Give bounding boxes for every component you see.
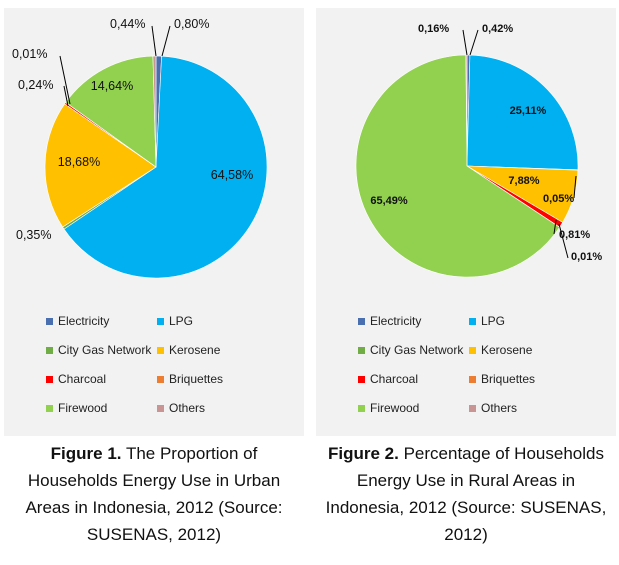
legend-item-charcoal: Charcoal bbox=[358, 372, 418, 386]
data-label-others: 0,16% bbox=[418, 23, 449, 35]
rural-pie-chart: 0,42% 25,11% 0,05% 7,88% 0,81% 0,01% 65,49% 0,1… bbox=[355, 23, 602, 278]
leader-line bbox=[161, 25, 171, 57]
legend-swatch bbox=[46, 346, 53, 354]
legend-item-charcoal: Charcoal bbox=[46, 372, 106, 386]
pie-slice-lpg bbox=[63, 55, 268, 279]
legend-swatch bbox=[358, 375, 365, 383]
urban-pie-chart: 0,80% 64,58% 0,35% 18,68% 0,24% 0,01% 14,64% 0,… bbox=[12, 17, 268, 279]
figure-2-number: Figure 2. bbox=[328, 444, 399, 463]
data-label-firewood: 65,49% bbox=[370, 195, 408, 207]
data-label-lpg: 25,11% bbox=[510, 105, 547, 117]
legend-swatch bbox=[157, 375, 164, 383]
legend-swatch bbox=[358, 317, 365, 325]
data-label-electricity: 0,80% bbox=[174, 17, 209, 31]
legend-label: City Gas Network bbox=[58, 343, 152, 357]
legend-label: Charcoal bbox=[58, 372, 107, 386]
leader-line bbox=[462, 29, 468, 56]
data-label-briquettes: 0,01% bbox=[12, 47, 47, 61]
rural-chart-panel: 0,42% 25,11% 0,05% 7,88% 0,81% 0,01% 65,49% 0,1… bbox=[316, 8, 616, 436]
legend-item-kerosene: Kerosene bbox=[157, 343, 220, 357]
legend-swatch bbox=[157, 346, 164, 354]
legend-label: Kerosene bbox=[481, 343, 533, 357]
legend-swatch bbox=[469, 346, 476, 354]
data-label-others: 0,44% bbox=[110, 17, 145, 31]
leader-line bbox=[59, 55, 71, 105]
data-label-charcoal: 0,24% bbox=[18, 78, 53, 92]
pie-slice-lpg bbox=[466, 54, 579, 171]
legend-item-electricity: Electricity bbox=[46, 314, 109, 328]
figure-1-caption: Figure 1. The Proportion of Households E… bbox=[4, 440, 304, 548]
leader-line bbox=[63, 85, 69, 107]
legend-label: Kerosene bbox=[169, 343, 221, 357]
data-label-city-gas-network: 0,05% bbox=[543, 193, 574, 205]
data-label-charcoal: 0,81% bbox=[559, 229, 590, 241]
figure-1-text: The Proportion of Households Energy Use … bbox=[25, 444, 283, 544]
figure-2-text: Percentage of Households Energy Use in R… bbox=[325, 444, 607, 544]
data-label-briquettes: 0,01% bbox=[571, 251, 602, 263]
legend-item-city-gas-network: City Gas Network bbox=[358, 343, 463, 357]
legend-item-lpg: LPG bbox=[157, 314, 193, 328]
leader-line bbox=[469, 29, 479, 56]
data-label-lpg: 64,58% bbox=[211, 168, 253, 182]
legend-swatch bbox=[46, 317, 53, 325]
legend-label: Others bbox=[481, 401, 518, 415]
legend-swatch bbox=[46, 404, 53, 412]
legend-label: Electricity bbox=[58, 314, 110, 328]
legend-label: Charcoal bbox=[370, 372, 419, 386]
legend-label: LPG bbox=[169, 314, 194, 328]
urban-chart-panel: 0,80% 64,58% 0,35% 18,68% 0,24% 0,01% 14,64% 0,… bbox=[4, 8, 304, 436]
legend-swatch bbox=[469, 375, 476, 383]
legend-item-firewood: Firewood bbox=[46, 401, 107, 415]
legend-label: Electricity bbox=[370, 314, 422, 328]
data-label-city-gas-network: 0,35% bbox=[16, 228, 51, 242]
figure-2-caption: Figure 2. Percentage of Households Energ… bbox=[316, 440, 616, 548]
legend-item-briquettes: Briquettes bbox=[469, 372, 535, 386]
data-label-kerosene: 18,68% bbox=[58, 155, 100, 169]
figure-1-number: Figure 1. bbox=[50, 444, 122, 463]
legend-label: City Gas Network bbox=[370, 343, 464, 357]
pie-slice-firewood bbox=[355, 54, 560, 278]
leader-line bbox=[558, 223, 569, 259]
legend-swatch bbox=[358, 404, 365, 412]
data-label-electricity: 0,42% bbox=[482, 23, 513, 35]
pie-slice-kerosene bbox=[44, 103, 157, 228]
legend-item-others: Others bbox=[469, 401, 517, 415]
legend-item-lpg: LPG bbox=[469, 314, 505, 328]
legend-item-firewood: Firewood bbox=[358, 401, 419, 415]
legend-item-electricity: Electricity bbox=[358, 314, 421, 328]
legend-label: Briquettes bbox=[169, 372, 224, 386]
data-label-kerosene: 7,88% bbox=[508, 175, 539, 187]
leader-line bbox=[553, 219, 557, 235]
legend-label: Firewood bbox=[370, 401, 420, 415]
legend-item-others: Others bbox=[157, 401, 205, 415]
legend-label: Firewood bbox=[58, 401, 108, 415]
legend-label: Briquettes bbox=[481, 372, 536, 386]
legend-swatch bbox=[469, 404, 476, 412]
legend-label: Others bbox=[169, 401, 206, 415]
legend-item-briquettes: Briquettes bbox=[157, 372, 223, 386]
data-label-firewood: 14,64% bbox=[91, 79, 133, 93]
legend-swatch bbox=[469, 317, 476, 325]
legend-item-city-gas-network: City Gas Network bbox=[46, 343, 151, 357]
legend-swatch bbox=[157, 317, 164, 325]
leader-line bbox=[573, 175, 577, 199]
legend-item-kerosene: Kerosene bbox=[469, 343, 532, 357]
legend-swatch bbox=[46, 375, 53, 383]
leader-line bbox=[151, 25, 157, 57]
legend-label: LPG bbox=[481, 314, 506, 328]
legend-swatch bbox=[358, 346, 365, 354]
legend-swatch bbox=[157, 404, 164, 412]
